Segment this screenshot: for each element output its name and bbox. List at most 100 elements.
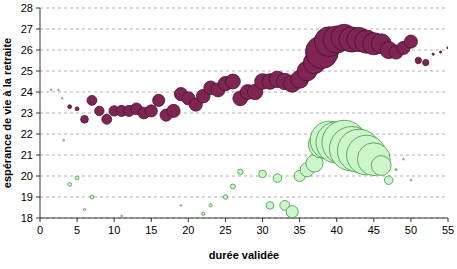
plot-area (50, 24, 448, 218)
y-tick (36, 92, 40, 93)
bubble (273, 174, 282, 183)
y-tick-label: 26 (21, 44, 33, 56)
y-tick (36, 155, 40, 156)
x-tick-label: 40 (331, 224, 343, 236)
x-tick (77, 218, 78, 222)
bubble (259, 170, 267, 178)
bubble (68, 182, 72, 186)
bubble (225, 74, 240, 89)
x-axis (40, 218, 448, 219)
grid-line (40, 8, 448, 9)
bubble (68, 105, 72, 109)
bubble (423, 59, 429, 65)
grid-line (40, 134, 448, 135)
y-axis-title: espérance de vie à la retraite (1, 38, 13, 188)
x-tick-label: 50 (405, 224, 417, 236)
bubble (395, 169, 397, 171)
bubble (202, 212, 205, 215)
bubble (145, 105, 157, 117)
bubble (106, 217, 108, 218)
y-tick-label: 23 (21, 107, 33, 119)
x-tick (410, 218, 411, 222)
bubble (403, 158, 405, 160)
x-tick (299, 218, 300, 222)
grid-line (40, 218, 448, 219)
bubble (90, 195, 94, 199)
series (50, 89, 411, 218)
bubble (209, 204, 212, 207)
bubble (230, 184, 235, 189)
bubble (371, 156, 391, 176)
bubble (223, 195, 227, 199)
y-tick-label: 28 (21, 2, 33, 14)
y-tick (36, 197, 40, 198)
bubble (50, 89, 52, 91)
y-tick-label: 27 (21, 23, 33, 35)
bubble (102, 114, 112, 124)
x-tick-label: 15 (145, 224, 157, 236)
y-tick (36, 176, 40, 177)
y-tick (36, 29, 40, 30)
x-tick-label: 20 (182, 224, 194, 236)
x-tick (225, 218, 226, 222)
y-tick (36, 8, 40, 9)
bubble (95, 106, 104, 115)
bubble (286, 206, 298, 218)
x-tick (151, 218, 152, 222)
bubble (121, 215, 123, 217)
bubble (83, 208, 85, 210)
bubble (266, 202, 274, 210)
y-tick (36, 218, 40, 219)
x-tick-label: 5 (74, 224, 80, 236)
series (68, 24, 448, 124)
y-tick (36, 134, 40, 135)
bubble (153, 94, 165, 106)
bubble (410, 179, 412, 181)
y-tick (36, 50, 40, 51)
bubble (439, 51, 441, 53)
bubble (58, 89, 60, 91)
bubble (61, 98, 63, 100)
bubble (357, 143, 390, 176)
x-tick (336, 218, 337, 222)
y-axis (40, 8, 41, 218)
bubble (238, 169, 243, 174)
x-tick-label: 35 (294, 224, 306, 236)
y-tick-label: 25 (21, 65, 33, 77)
y-tick-label: 20 (21, 170, 33, 182)
y-tick (36, 113, 40, 114)
x-axis-title: durée validée (209, 249, 279, 261)
x-tick (262, 218, 263, 222)
bubble (432, 53, 434, 55)
x-tick (40, 218, 41, 222)
bubble (87, 95, 97, 105)
y-tick (36, 71, 40, 72)
x-tick (114, 218, 115, 222)
bubble (167, 104, 180, 117)
bubble (404, 35, 417, 48)
y-tick-label: 19 (21, 191, 33, 203)
chart: 1819202122232425262728051015202530354045… (0, 0, 457, 269)
grid-line (40, 197, 448, 198)
x-tick (373, 218, 374, 222)
x-tick-label: 30 (256, 224, 268, 236)
bubble (75, 176, 79, 180)
grid-line (40, 71, 448, 72)
x-tick-label: 0 (37, 224, 43, 236)
y-tick-label: 24 (21, 86, 33, 98)
x-tick-label: 10 (108, 224, 120, 236)
bubble (384, 176, 393, 185)
y-tick-label: 22 (21, 128, 33, 140)
bubble (180, 205, 182, 207)
x-tick (188, 218, 189, 222)
x-tick-label: 55 (442, 224, 454, 236)
bubble (415, 57, 421, 63)
bubble (81, 115, 89, 123)
x-tick-label: 25 (219, 224, 231, 236)
grid-line (40, 29, 448, 30)
x-tick-label: 45 (368, 224, 380, 236)
bubble (75, 107, 79, 111)
bubble (63, 140, 65, 142)
x-tick (448, 218, 449, 222)
bubble (447, 47, 448, 49)
